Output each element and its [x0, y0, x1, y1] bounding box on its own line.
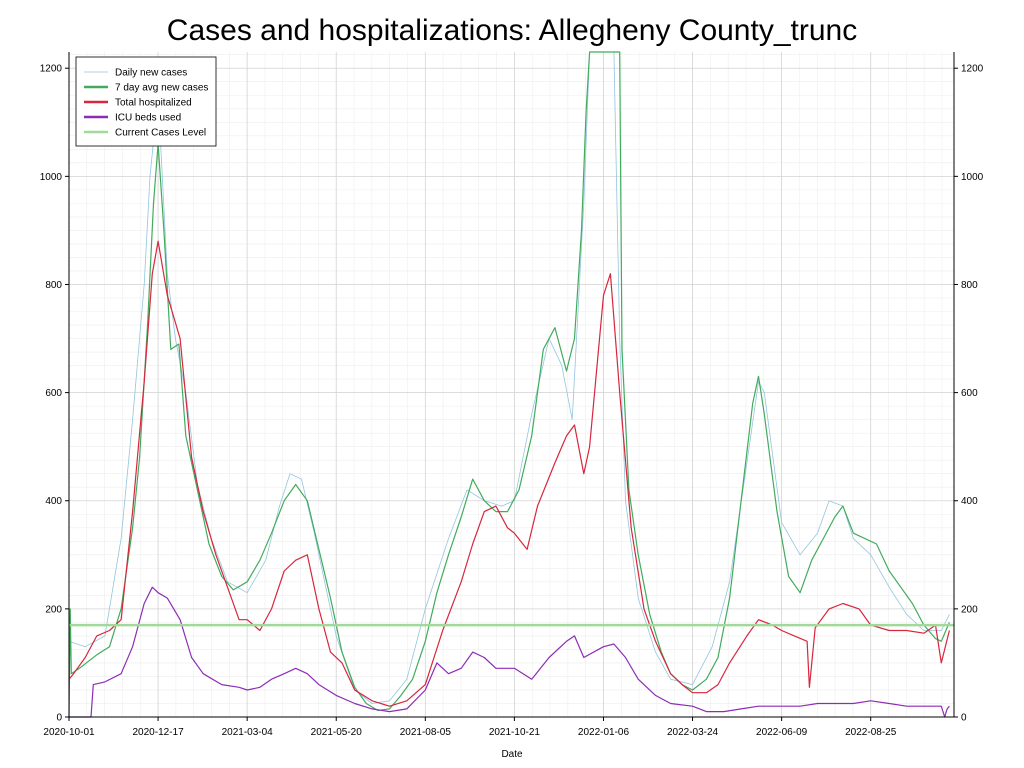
- y-tick-label-right: 800: [961, 280, 978, 291]
- x-tick-label: 2022-01-06: [578, 727, 630, 738]
- x-tick-label: 2021-05-20: [311, 727, 363, 738]
- y-tick-label-right: 1000: [961, 172, 984, 183]
- legend-label: Daily new cases: [115, 68, 187, 79]
- legend-label: Total hospitalized: [115, 98, 192, 109]
- chart-title: Cases and hospitalizations: Allegheny Co…: [167, 14, 857, 47]
- y-tick-label-right: 600: [961, 388, 978, 399]
- legend-label: ICU beds used: [115, 113, 181, 124]
- y-tick-label-right: 0: [961, 713, 967, 724]
- y-tick-label-left: 400: [45, 496, 62, 507]
- y-tick-label-left: 1200: [40, 64, 63, 75]
- y-tick-label-right: 200: [961, 604, 978, 615]
- x-tick-label: 2020-12-17: [133, 727, 185, 738]
- series-line: [68, 240, 950, 707]
- y-tick-label-right: 400: [961, 496, 978, 507]
- x-tick-label: 2022-06-09: [756, 727, 808, 738]
- x-tick-label: 2020-10-01: [43, 727, 95, 738]
- y-tick-label-left: 200: [45, 604, 62, 615]
- y-tick-label-right: 1200: [961, 64, 984, 75]
- x-tick-label: 2021-08-05: [400, 727, 452, 738]
- x-axis-label: Date: [501, 749, 523, 760]
- y-tick-label-left: 1000: [40, 172, 63, 183]
- series-line: [69, 586, 950, 718]
- x-tick-label: 2022-08-25: [845, 727, 897, 738]
- legend: Daily new cases 7 day avg new cases Total …: [75, 56, 217, 147]
- x-tick-label: 2022-03-24: [667, 727, 719, 738]
- x-tick-label: 2021-10-21: [489, 727, 541, 738]
- x-tick-label: 2021-03-04: [222, 727, 274, 738]
- y-tick-label-left: 0: [56, 713, 62, 724]
- axes: 0 0 200 200 400 400 600 600 800 800 1000 1000 1200 12…: [40, 52, 984, 738]
- series-line: [68, 51, 950, 704]
- legend-label: 7 day avg new cases: [115, 83, 208, 94]
- series-layer: [68, 51, 954, 718]
- series-line: [68, 51, 950, 718]
- y-tick-label-left: 800: [45, 280, 62, 291]
- legend-label: Current Cases Level: [115, 128, 206, 139]
- y-tick-label-left: 600: [45, 388, 62, 399]
